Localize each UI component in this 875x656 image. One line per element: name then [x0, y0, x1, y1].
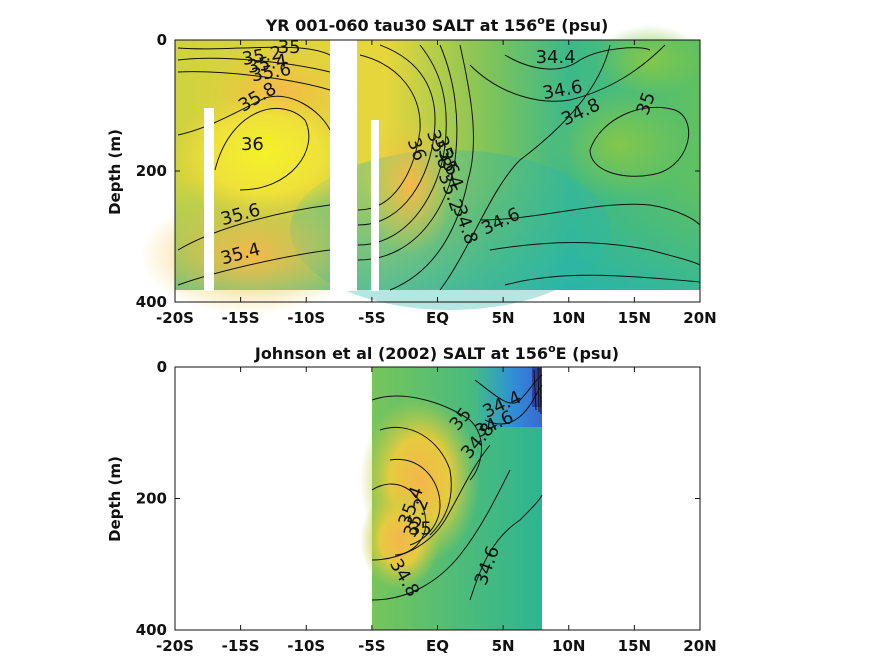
- x-tick-label: -10S: [287, 309, 325, 327]
- x-tick-label: -20S: [156, 309, 194, 327]
- x-tick-label: 20N: [683, 309, 716, 327]
- x-tick-label: 5N: [492, 637, 515, 655]
- x-tick-label: 5N: [492, 309, 515, 327]
- panel-2-contours: [371, 367, 543, 601]
- panel-2-title: Johnson et al (2002) SALT at 156oE (psu): [254, 342, 619, 363]
- contour-label: 34.4: [536, 47, 576, 68]
- y-tick-label: 400: [136, 293, 167, 311]
- panel-1-field: [140, 25, 705, 315]
- panel-2-field: [360, 367, 542, 630]
- y-tick-label: 400: [136, 621, 167, 639]
- y-tick-label: 0: [157, 358, 167, 376]
- x-tick-label: -20S: [156, 637, 194, 655]
- panel-1-ticks: -20S -15S -10S -5S EQ 5N 10N 15N 20N 0 200 400: [136, 31, 717, 327]
- x-tick-label: -5S: [358, 309, 385, 327]
- x-tick-label: 10N: [552, 309, 585, 327]
- x-tick-label: -15S: [222, 309, 260, 327]
- contour-label: 36: [241, 134, 264, 155]
- x-tick-label: -5S: [358, 637, 385, 655]
- x-tick-label: 15N: [618, 309, 651, 327]
- panel-1-contours: [177, 44, 701, 291]
- x-tick-label: -15S: [222, 637, 260, 655]
- panel-2-ylabel: Depth (m): [106, 456, 124, 542]
- x-tick-label: 15N: [618, 637, 651, 655]
- y-tick-label: 0: [157, 31, 167, 49]
- y-tick-label: 200: [136, 162, 167, 180]
- panel-model-salt: YR 001-060 tau30 SALT at 156oE (psu): [106, 14, 717, 327]
- panel-1-ylabel: Depth (m): [106, 129, 124, 215]
- contour-label: 35: [409, 519, 432, 540]
- x-tick-label: 10N: [552, 637, 585, 655]
- contour-label: 35: [278, 37, 301, 58]
- panel-2-ticks: -20S -15S -10S -5S EQ 5N 10N 15N 20N 0 200 400: [136, 358, 717, 655]
- x-tick-label: -10S: [287, 637, 325, 655]
- y-tick-label: 200: [136, 490, 167, 508]
- x-tick-label: 20N: [683, 637, 716, 655]
- x-tick-label: EQ: [426, 309, 449, 327]
- panel-1-title: YR 001-060 tau30 SALT at 156oE (psu): [265, 14, 609, 35]
- panel-1-gaps: [204, 40, 379, 291]
- x-tick-label: EQ: [426, 637, 449, 655]
- panel-observed-salt: Johnson et al (2002) SALT at 156oE (psu)…: [106, 342, 717, 655]
